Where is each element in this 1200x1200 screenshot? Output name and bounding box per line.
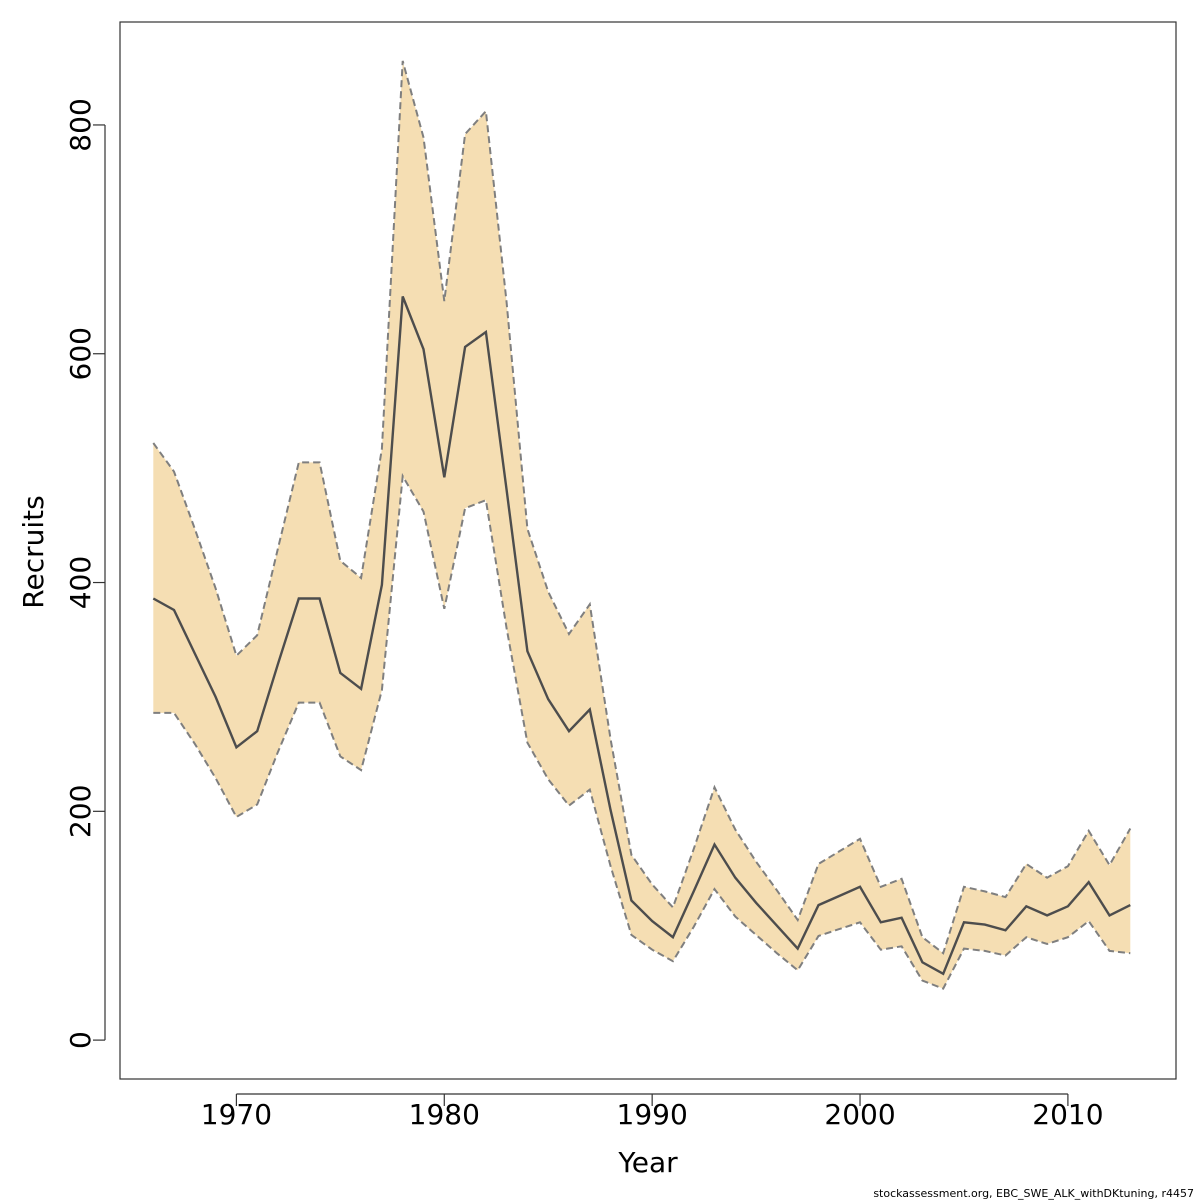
x-axis-title: Year [617, 1146, 678, 1179]
recruits-estimate-line [152, 296, 1131, 976]
y-tick-label: 800 [64, 98, 97, 151]
x-tick-label: 2010 [1032, 1098, 1103, 1131]
y-tick-label: 400 [64, 556, 97, 609]
upper-bound-line [152, 60, 1132, 955]
y-axis: 0 200 400 600 800 [64, 98, 106, 1049]
y-tick-label: 200 [64, 785, 97, 838]
x-axis: 1970 1980 1990 2000 2010 [201, 1093, 1104, 1131]
x-tick-label: 1970 [201, 1098, 272, 1131]
lower-bound-line [153, 472, 1131, 990]
plot-frame [119, 21, 1177, 1080]
y-tick-label: 600 [64, 327, 97, 380]
confidence-band [153, 60, 1131, 989]
x-tick-label: 1990 [617, 1098, 688, 1131]
x-tick-label: 2000 [824, 1098, 895, 1131]
y-tick-label: 0 [64, 1031, 97, 1049]
x-tick-label: 1980 [409, 1098, 480, 1131]
footer-note: stockassessment.org, EBC_SWE_ALK_withDKt… [873, 1187, 1194, 1200]
y-axis-title: Recruits [17, 495, 50, 608]
